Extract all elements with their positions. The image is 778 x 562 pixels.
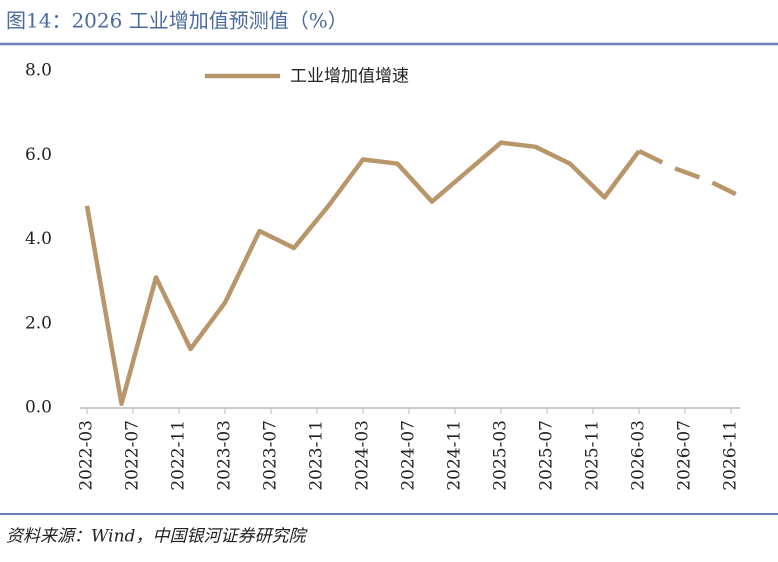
x-tick-label: 2024-07 (399, 420, 419, 491)
y-tick-label: 0.0 (25, 398, 52, 418)
x-tick-label: 2022-03 (77, 420, 97, 491)
chart-title: 图14：2026 工业增加值预测值（%） (6, 9, 348, 33)
x-tick-label: 2025-03 (491, 420, 511, 491)
line (84, 140, 641, 407)
x-tick-label: 2022-11 (169, 420, 189, 491)
x-tick-label: 2023-07 (261, 420, 281, 491)
x-tick-label: 2023-11 (307, 420, 327, 491)
x-tick-label: 2025-11 (583, 420, 603, 491)
x-tick-label: 2024-11 (445, 420, 465, 491)
x-tick-label: 2025-07 (537, 420, 557, 491)
x-tick-label: 2022-07 (123, 420, 143, 491)
y-tick-label: 6.0 (25, 145, 52, 165)
x-tick-label: 2023-03 (215, 420, 235, 491)
y-tick-label: 8.0 (25, 61, 52, 81)
x-tick-label: 2026-11 (721, 420, 741, 491)
source: 资料来源：Wind，中国银河证券研究院 (6, 527, 308, 547)
y-tick-label: 2.0 (25, 313, 52, 333)
x-tick-label: 2026-07 (675, 420, 695, 491)
line (638, 149, 744, 200)
legend-label: 工业增加值增速 (290, 67, 409, 87)
x-tick-label: 2026-03 (629, 420, 649, 491)
x-tick-label: 2024-03 (353, 420, 373, 491)
y-tick-label: 4.0 (25, 229, 52, 249)
